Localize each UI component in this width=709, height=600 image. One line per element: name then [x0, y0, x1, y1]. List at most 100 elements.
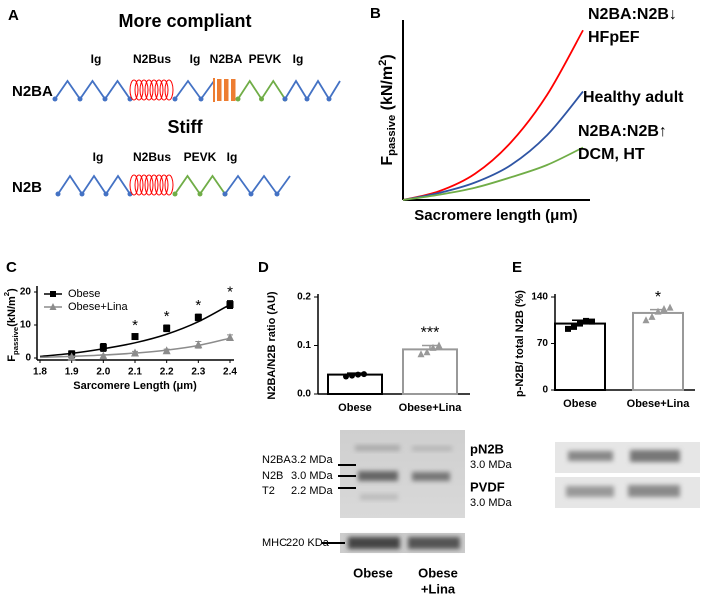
series-note: HFpEF [588, 29, 640, 46]
y-axis-label: Fpassive(kN/m2) [2, 288, 20, 362]
ig-domain [174, 174, 226, 196]
diagram-title: Stiff [168, 117, 204, 137]
gel-marker-size: 3.0 MDa [291, 470, 333, 482]
marker [194, 313, 202, 321]
series-label: Healthy adult [583, 89, 684, 106]
segment-label: Ig [227, 150, 238, 164]
y-axis-label-part: ) [6, 288, 18, 292]
segment-label: Ig [190, 52, 201, 66]
lane-label: Obese [418, 565, 458, 580]
blot-label: PVDF [470, 479, 505, 494]
bar [632, 311, 684, 392]
marker [654, 307, 662, 315]
n2ba-box [231, 79, 236, 101]
bar [402, 348, 458, 396]
series-label: N2BA:N2B↑ [578, 123, 667, 140]
y-tick-label: 0 [542, 385, 548, 396]
y-axis-label: N2BA/N2B ratio (AU) [266, 291, 278, 400]
coil-loop [134, 79, 144, 101]
y-tick-label: 0.1 [297, 340, 311, 351]
marker [660, 304, 668, 312]
significance: * [227, 284, 233, 301]
y-axis-label-part: passive [11, 326, 20, 355]
marker [49, 303, 57, 310]
marker [423, 348, 431, 356]
x-tick-label: 1.9 [65, 367, 79, 378]
blot-size: 3.0 MDa [470, 459, 512, 471]
significance: * [164, 308, 170, 325]
ig-domain [54, 79, 131, 101]
coil-loop [134, 174, 144, 196]
x-axis-label: Sarcomere Length (μm) [73, 380, 197, 392]
legend-label: Obese+Lina [68, 301, 129, 313]
y-axis-label-part: passive [386, 115, 398, 156]
coil-loop [154, 79, 164, 101]
panel-label: D [258, 259, 269, 276]
marker [666, 303, 674, 311]
blot-size: 3.0 MDa [470, 497, 512, 509]
y-axis-label-part: ) [379, 54, 396, 59]
panel-label: E [512, 259, 522, 276]
y-tick-label: 140 [531, 292, 548, 303]
x-tick-label: 2.0 [96, 367, 110, 378]
y-axis-label-part: F [379, 156, 396, 166]
y-tick-label: 0.0 [297, 389, 311, 400]
significance: * [655, 289, 661, 306]
curve [402, 29, 584, 201]
coil-loop [154, 174, 164, 196]
marker [99, 351, 108, 360]
gel-marker: MHC [262, 537, 287, 549]
marker [67, 352, 76, 361]
marker [565, 325, 571, 332]
marker [417, 350, 425, 358]
y-axis-label-part: F [6, 355, 18, 362]
coil-loop [164, 174, 174, 196]
segment-label: N2Bus [133, 150, 171, 164]
marker [131, 333, 139, 341]
n2ba-box [217, 79, 222, 101]
y-tick-label: 0.2 [297, 292, 311, 303]
error-bar [422, 344, 438, 350]
marker [571, 323, 577, 330]
marker [50, 291, 56, 297]
gel-marker: N2BA [262, 454, 291, 466]
ig-domain [224, 174, 291, 196]
ig-domain [284, 79, 341, 101]
marker [583, 317, 589, 324]
y-axis-label-part: 2 [2, 292, 11, 296]
marker [361, 371, 367, 378]
marker [226, 333, 234, 342]
coil-loop [149, 174, 159, 196]
isoform-name: N2BA [12, 83, 53, 100]
coil-loop [139, 174, 149, 196]
curve [402, 90, 584, 201]
blot-label: pN2B [470, 441, 504, 456]
marker [131, 348, 139, 357]
y-tick-label: 0 [25, 353, 31, 364]
segment-label: PEVK [249, 52, 282, 66]
coil-loop [149, 79, 159, 101]
segment-label: N2Bus [133, 52, 171, 66]
y-tick-label: 70 [537, 338, 549, 349]
y-axis-label-part: (kN/m [379, 66, 396, 115]
ig-domain [237, 79, 286, 101]
x-tick-label: Obese+Lina [627, 398, 691, 410]
marker [349, 372, 355, 379]
ig-domain [57, 174, 131, 196]
panel-label: C [6, 259, 17, 276]
y-axis-label-part: (kN/m [6, 296, 18, 327]
segment-label: N2BA [210, 52, 243, 66]
segment-label: Ig [293, 52, 304, 66]
x-tick-label: Obese [563, 398, 597, 410]
segment-label: Ig [93, 150, 104, 164]
coil-loop [129, 79, 139, 101]
coil-loop [139, 79, 149, 101]
x-tick-label: 2.3 [191, 367, 205, 378]
segment-label: PEVK [184, 150, 217, 164]
coil-loop [129, 174, 139, 196]
significance: * [195, 297, 201, 314]
y-axis-label: p-N2B/ total N2B (%) [514, 290, 526, 397]
significance: *** [421, 325, 440, 342]
marker [343, 373, 349, 380]
diagram-title: More compliant [118, 11, 251, 31]
